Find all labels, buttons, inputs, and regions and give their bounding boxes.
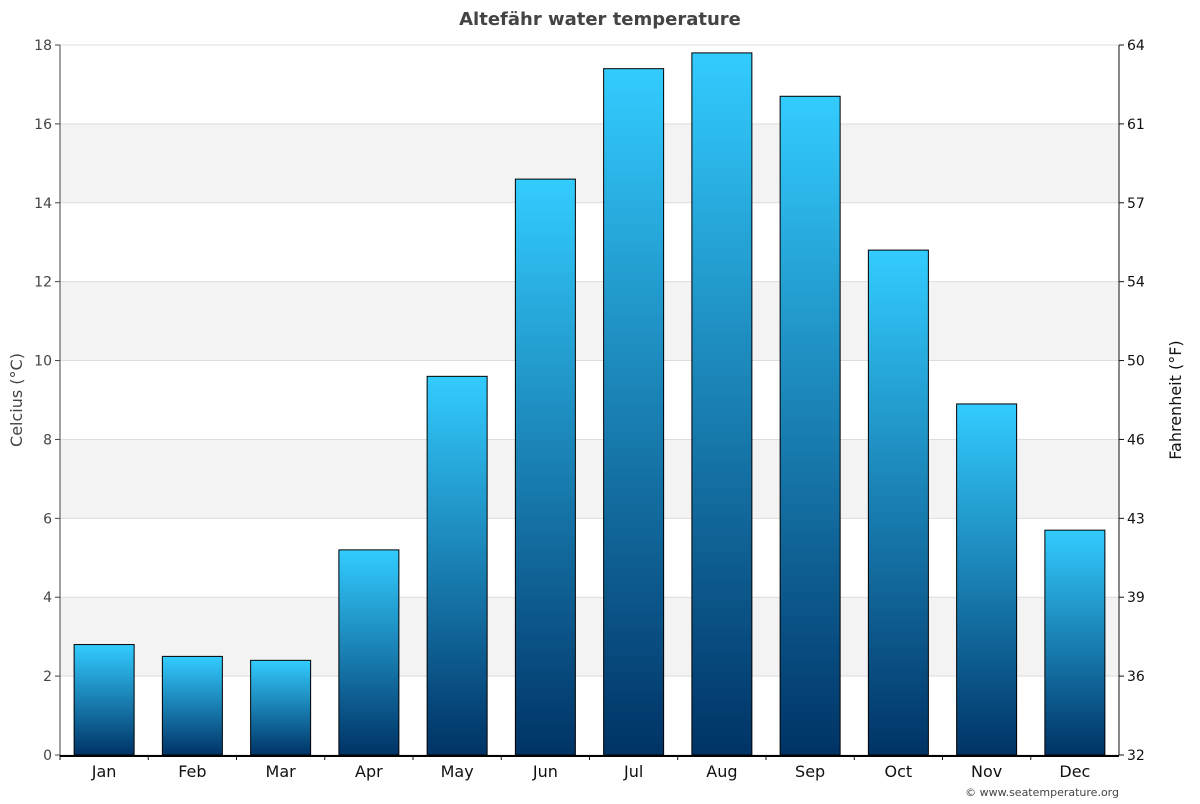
x-tick-label: Oct bbox=[885, 762, 913, 781]
footer-credit[interactable]: © www.seatemperature.org bbox=[965, 786, 1119, 799]
y2-tick-label: 50 bbox=[1127, 354, 1145, 370]
y2-tick-label: 32 bbox=[1127, 748, 1145, 764]
grid-band bbox=[60, 123, 1119, 203]
y-tick-label: 0 bbox=[43, 748, 52, 764]
y-tick-label: 16 bbox=[34, 117, 52, 133]
x-tick-label: Jan bbox=[91, 762, 117, 781]
y2-tick-label: 61 bbox=[1127, 117, 1145, 133]
y-tick-label: 6 bbox=[43, 511, 52, 527]
bar-may[interactable] bbox=[426, 375, 488, 756]
x-tick-label: Aug bbox=[706, 762, 737, 781]
chart-title: Altefähr water temperature bbox=[459, 9, 741, 30]
bar-dec[interactable] bbox=[1044, 529, 1106, 756]
y2-tick-label: 39 bbox=[1127, 590, 1145, 606]
bar-aug[interactable] bbox=[691, 52, 753, 756]
y-tick-label: 18 bbox=[34, 38, 52, 54]
y2-tick-label: 46 bbox=[1127, 432, 1145, 448]
y-tick-label: 8 bbox=[43, 432, 52, 448]
x-tick-label: Sep bbox=[795, 762, 825, 781]
y-tick-label: 14 bbox=[34, 196, 52, 212]
x-tick-label: Nov bbox=[971, 762, 1002, 781]
y-tick-label: 2 bbox=[43, 669, 52, 685]
y2-tick-label: 64 bbox=[1127, 38, 1145, 54]
grid-band bbox=[60, 281, 1119, 361]
y-axis-label: Celcius (°C) bbox=[7, 353, 26, 447]
y2-tick-label: 36 bbox=[1127, 669, 1145, 685]
bar-oct[interactable] bbox=[867, 249, 929, 756]
bar-apr[interactable] bbox=[338, 549, 400, 756]
x-tick-label: May bbox=[441, 762, 474, 781]
y2-axis-label: Fahrenheit (°F) bbox=[1166, 340, 1185, 459]
bar-sep[interactable] bbox=[779, 95, 841, 756]
x-tick-label: Jun bbox=[532, 762, 558, 781]
y-tick-label: 4 bbox=[43, 590, 52, 606]
y2-tick-label: 43 bbox=[1127, 511, 1145, 527]
bar-feb[interactable] bbox=[161, 655, 223, 756]
bar-mar[interactable] bbox=[250, 659, 312, 756]
x-tick-label: Apr bbox=[355, 762, 383, 781]
bar-jul[interactable] bbox=[603, 68, 665, 756]
y2-tick-label: 57 bbox=[1127, 196, 1145, 212]
x-tick-label: Jul bbox=[623, 762, 643, 781]
bar-jun[interactable] bbox=[514, 178, 576, 756]
bar-jan[interactable] bbox=[73, 644, 135, 756]
y-tick-label: 10 bbox=[34, 354, 52, 370]
bar-nov[interactable] bbox=[956, 403, 1018, 756]
y-tick-label: 12 bbox=[34, 275, 52, 291]
grid-band bbox=[60, 439, 1119, 519]
grid-band bbox=[60, 597, 1119, 677]
x-tick-label: Dec bbox=[1059, 762, 1090, 781]
x-tick-label: Mar bbox=[266, 762, 297, 781]
y2-tick-label: 54 bbox=[1127, 275, 1145, 291]
x-tick-label: Feb bbox=[178, 762, 206, 781]
